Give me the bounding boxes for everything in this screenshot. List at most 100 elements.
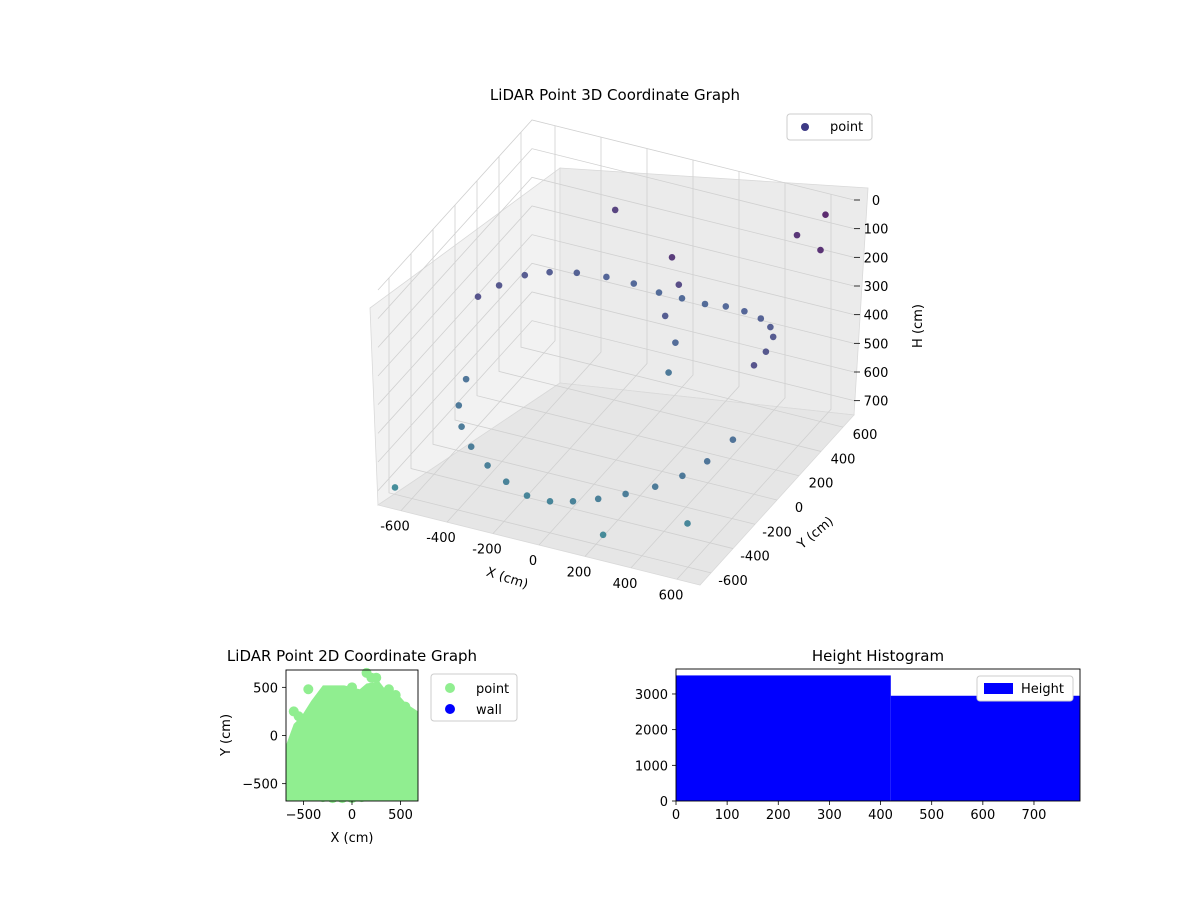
grid-line-y — [410, 253, 734, 549]
point-2d — [288, 706, 299, 717]
x-tick-label-3d: 200 — [567, 565, 592, 580]
grid-line-z — [377, 291, 855, 463]
point-3d — [684, 520, 691, 527]
point-3d — [793, 231, 801, 239]
x-tick-label-hist: 600 — [970, 808, 995, 823]
legend-2d-marker-wall — [445, 704, 455, 714]
point-3d — [573, 269, 581, 277]
point-3d — [822, 211, 829, 218]
y-tick-label-hist: 1000 — [635, 759, 668, 774]
legend-hist-label: Height — [1021, 682, 1064, 697]
grid-line-z — [377, 234, 855, 405]
y-tick-label-3d: -600 — [718, 574, 748, 589]
point-3d — [474, 293, 482, 301]
legend-2d-label-wall: wall — [476, 703, 502, 718]
point-2d — [327, 687, 338, 698]
z-tick-label-3d: 100 — [864, 223, 889, 238]
legend-3d-box — [786, 113, 873, 141]
plot-frame-hist — [675, 668, 1081, 802]
x-tick-label-3d: -200 — [472, 543, 502, 558]
point-3d — [546, 498, 554, 505]
grid-line-x — [676, 194, 832, 580]
y-tick-label-2d: −500 — [242, 778, 278, 793]
points-3d — [391, 206, 829, 539]
x-tick-label-3d: 600 — [659, 588, 684, 603]
y-tick-label-3d: 600 — [853, 428, 878, 443]
x-tick-label-hist: 100 — [715, 808, 740, 823]
legend-hist-swatch — [984, 683, 1013, 694]
x-tick-label-hist: 0 — [672, 808, 680, 823]
z-tick-label-3d: 200 — [864, 251, 889, 266]
point-2d — [303, 684, 314, 695]
point-3d — [741, 307, 748, 315]
point-2d — [327, 793, 338, 804]
y-axis-label-2d: Y (cm) — [219, 714, 234, 757]
x-tick-label-hist: 400 — [868, 808, 893, 823]
point-3d — [703, 458, 711, 465]
grid-line-y — [498, 156, 822, 452]
point-3d — [622, 490, 629, 498]
point-3d — [679, 472, 686, 480]
point-3d — [651, 483, 659, 490]
y-tick-label-3d: 200 — [809, 477, 834, 492]
point-2d — [371, 672, 382, 683]
point-3d — [817, 246, 824, 254]
points-2d — [286, 667, 418, 804]
point-3d — [668, 253, 676, 261]
x-tick-label-3d: 400 — [613, 577, 638, 592]
point-3d — [521, 271, 529, 279]
grid-line-x — [400, 125, 556, 511]
point-2d — [390, 690, 401, 701]
x-axis-label-2d: X (cm) — [331, 831, 374, 846]
legend-2d-label-point: point — [476, 682, 509, 697]
grid-line-x — [446, 137, 602, 523]
point-3d — [655, 289, 663, 296]
chart-3d: LiDAR Point 3D Coordinate Graph -600 -400… — [369, 86, 926, 603]
point-3d — [599, 531, 607, 539]
point-3d — [701, 300, 709, 308]
grid-line-z — [377, 205, 855, 377]
z-axis-label-3d: H (cm) — [911, 304, 926, 348]
x-tick-label-hist: 300 — [817, 808, 842, 823]
point-2d — [376, 790, 387, 801]
point-2d — [337, 793, 348, 804]
x-tick-label-2d: −500 — [286, 808, 322, 823]
y-tick-label-2d: 500 — [253, 681, 278, 696]
x-tick-label-3d: -600 — [380, 520, 410, 535]
point-3d — [455, 402, 463, 409]
ticks-3d: -600-400-2000200400600-600-400-200020040… — [380, 194, 888, 603]
point-2d — [356, 792, 367, 803]
point-3d — [750, 361, 758, 369]
point-3d — [467, 443, 475, 450]
x-axis-label-3d: X (cm) — [484, 565, 530, 593]
grid-line-y — [520, 132, 844, 428]
grid-3d — [377, 119, 855, 580]
x-tick-label-hist: 200 — [766, 808, 791, 823]
z-tick-label-3d: 500 — [864, 337, 889, 352]
point-3d — [630, 280, 638, 287]
y-tick-label-hist: 0 — [660, 795, 668, 810]
point-3d — [458, 423, 465, 430]
ticks-histogram: 0 100 200 300 400 500 600 700 0 1000 2000 3000 — [635, 688, 1046, 823]
point-2d — [298, 790, 309, 801]
legend-hist: Height — [976, 675, 1074, 702]
point-3d — [391, 484, 399, 491]
chart-histogram: Height Histogram 0 100 200 300 400 500 600 7000… — [635, 647, 1081, 823]
grid-line-z — [377, 320, 855, 491]
y-tick-label-3d: -200 — [762, 525, 792, 540]
y-axis-label-3d: Y (cm) — [794, 514, 837, 553]
point-3d — [603, 273, 610, 281]
z-tick-label-3d: 700 — [864, 395, 889, 410]
grid-line-z — [377, 176, 855, 348]
point-2d — [361, 667, 372, 678]
x-tick-label-2d: 0 — [348, 808, 356, 823]
point-3d — [757, 315, 765, 322]
point-3d — [611, 206, 619, 214]
grid-line-y — [454, 205, 778, 501]
point-2d — [366, 791, 377, 802]
grid-line-x — [630, 182, 786, 569]
grid-line-z — [377, 119, 855, 291]
point-2d — [347, 682, 357, 693]
x-tick-label-hist: 700 — [1022, 808, 1047, 823]
pane-back-right — [559, 167, 869, 416]
